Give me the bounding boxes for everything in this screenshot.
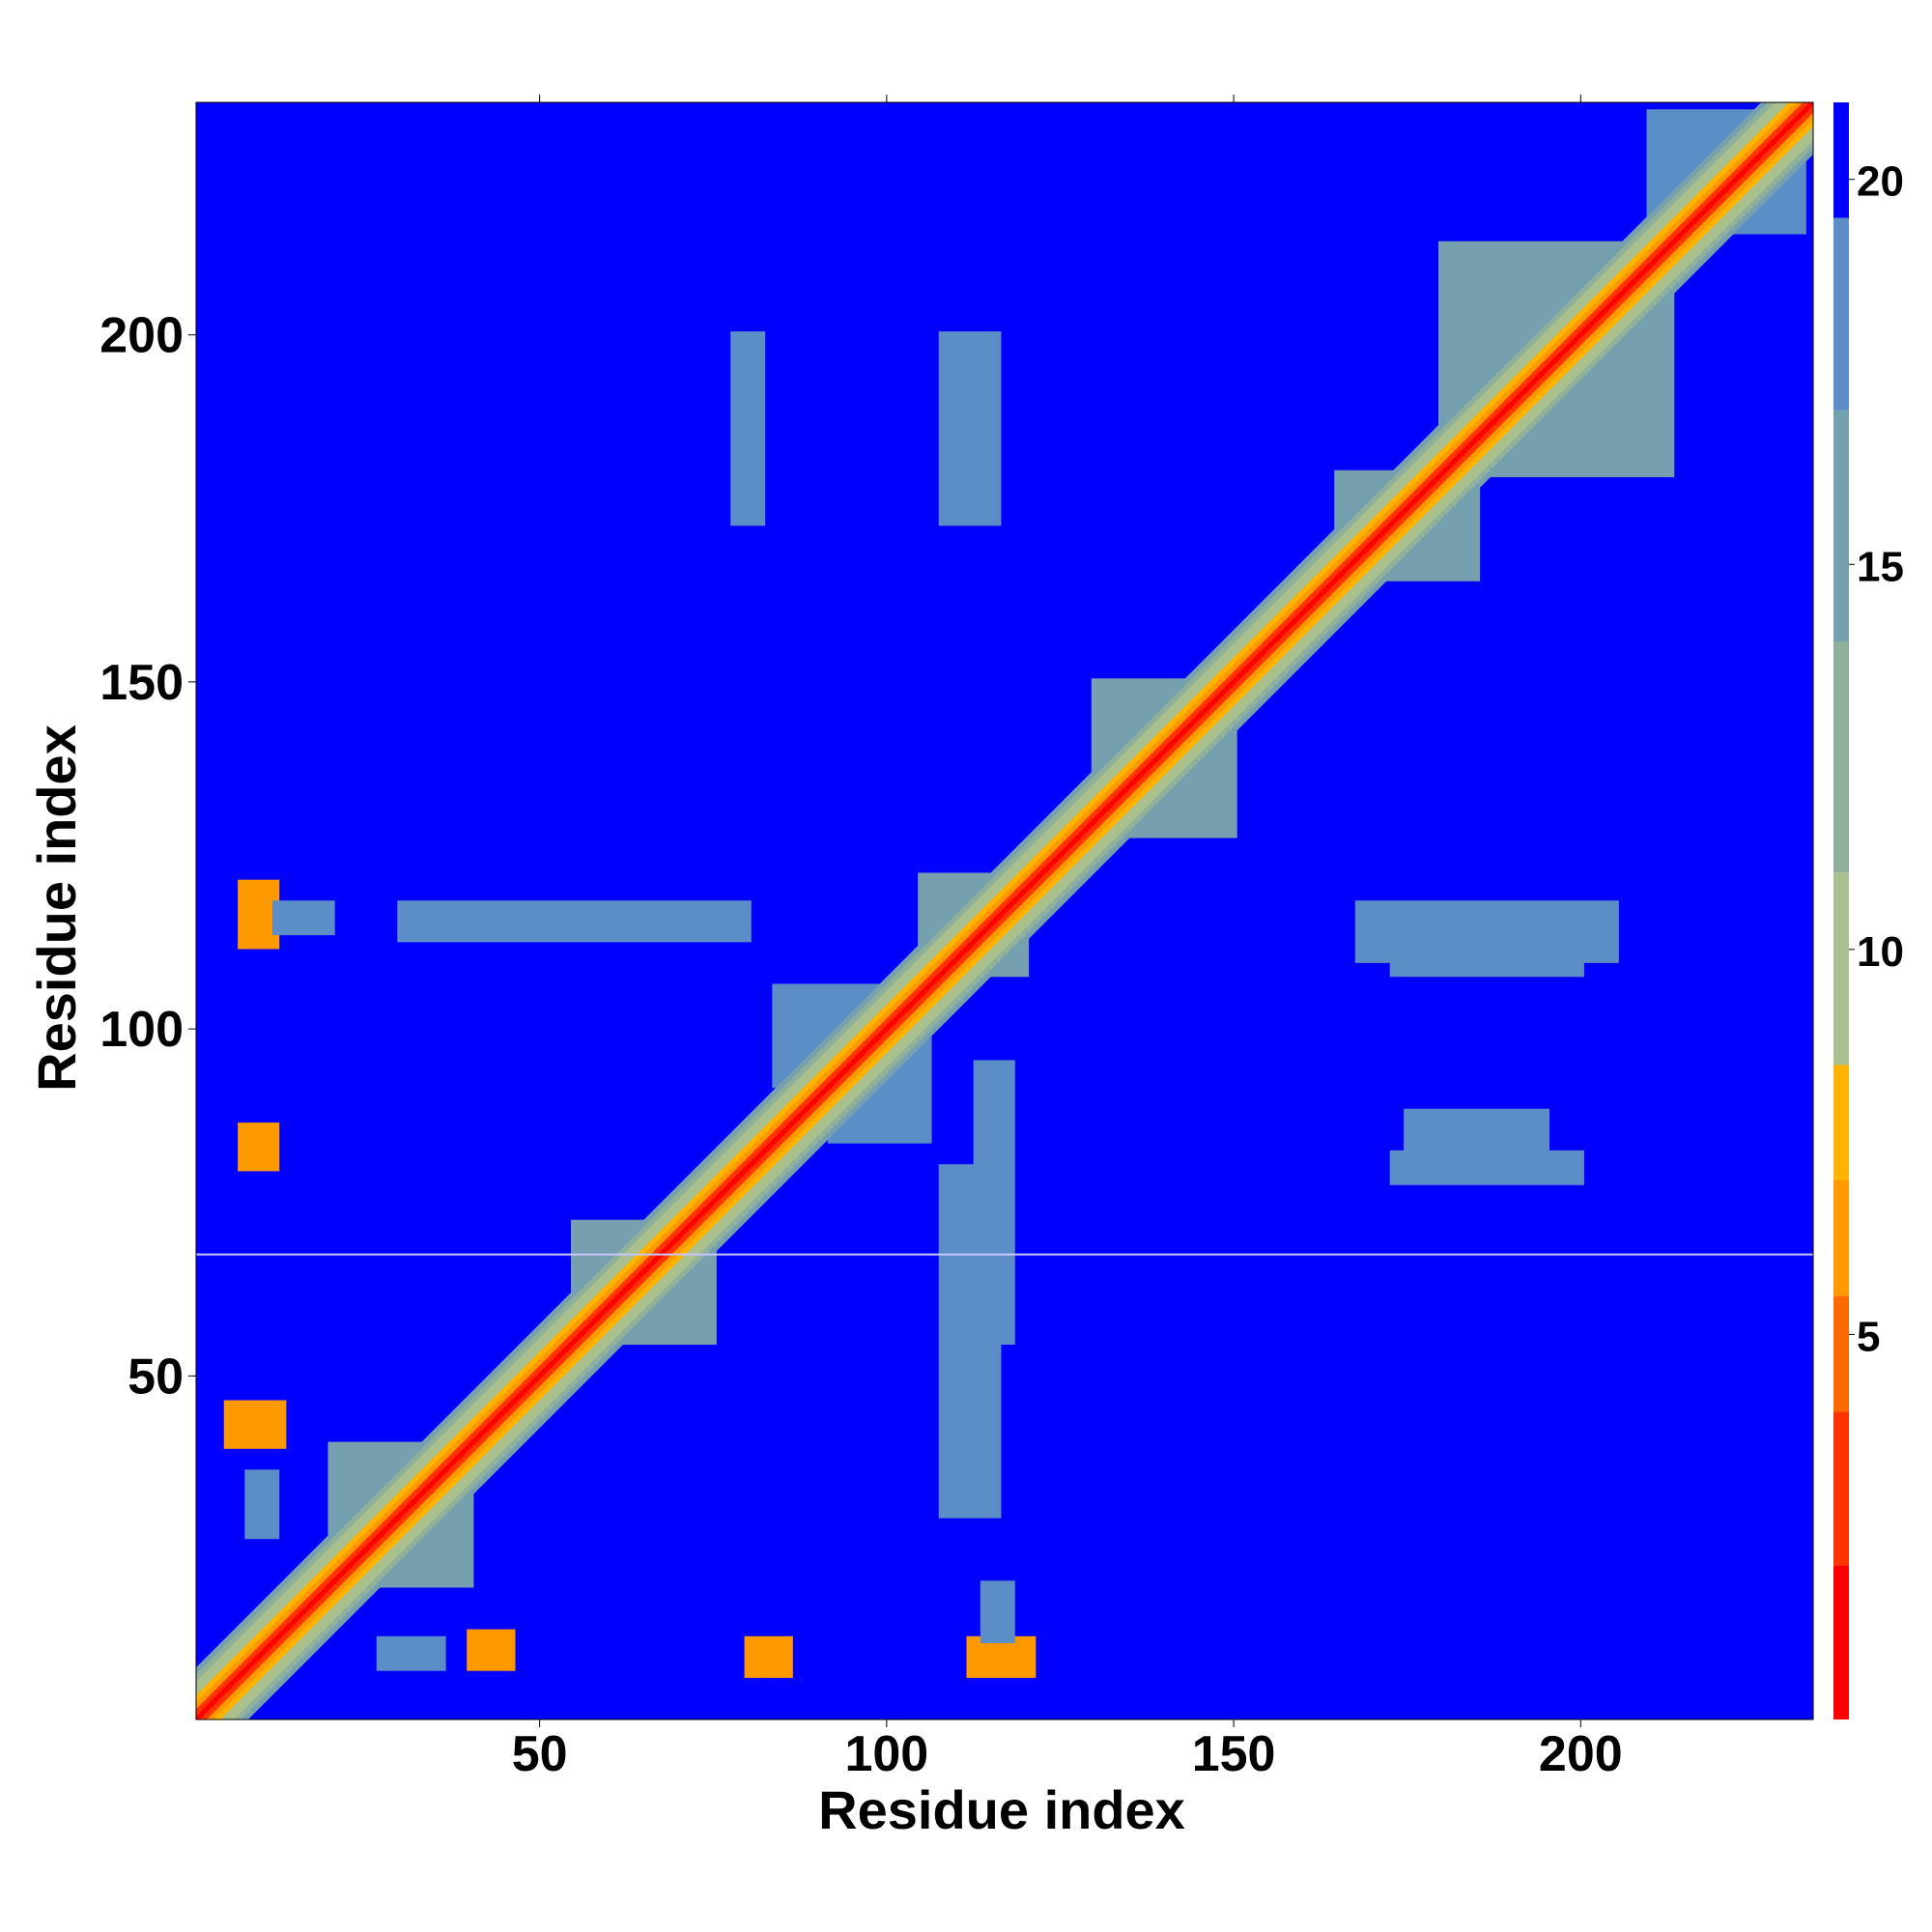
colorbar-tick-label: 5 <box>1857 1313 1880 1360</box>
colorbar-segment <box>1833 410 1849 641</box>
colorbar-segment <box>1833 102 1849 218</box>
x-ticks: 50 100 150 200 <box>512 95 1623 1782</box>
y-tick-label: 50 <box>128 1349 184 1405</box>
x-axis-title: Residue index <box>818 1779 1185 1840</box>
contact-patch <box>223 1400 287 1449</box>
colorbar-segment <box>1833 1411 1849 1566</box>
colorbar-tick-label: 15 <box>1857 543 1904 590</box>
x-tick-label: 200 <box>1539 1726 1623 1782</box>
colorbar-segment <box>1833 217 1849 411</box>
x-tick-label: 150 <box>1192 1726 1276 1782</box>
contact-patch <box>1354 900 1619 963</box>
heatmap-cells <box>196 102 1813 1719</box>
colorbar-tick-label: 20 <box>1857 158 1904 206</box>
contact-patch <box>744 1635 793 1678</box>
contact-patch <box>1404 1108 1549 1158</box>
contact-patch <box>966 1635 1037 1678</box>
contact-patch <box>397 900 752 943</box>
y-axis-title: Residue index <box>26 724 87 1092</box>
contact-patch <box>938 331 1002 526</box>
contact-patch <box>376 1635 446 1671</box>
colorbar-segment <box>1833 1295 1849 1412</box>
colorbar-segment <box>1833 1565 1849 1719</box>
y-tick-label: 150 <box>99 655 184 711</box>
diagonal-band <box>196 102 1813 1719</box>
y-tick-label: 200 <box>99 308 184 364</box>
y-tick-label: 100 <box>99 1002 184 1058</box>
x-tick-label: 50 <box>512 1726 568 1782</box>
contact-patch <box>938 1164 1002 1519</box>
contact-patch <box>272 900 335 936</box>
x-tick-label: 100 <box>844 1726 928 1782</box>
contact-patch <box>467 1629 516 1671</box>
contact-patch <box>980 1580 1015 1643</box>
colorbar-segment <box>1833 872 1849 1065</box>
contact-patch <box>238 1122 280 1172</box>
colorbar-segment <box>1833 641 1849 873</box>
y-ticks: 50 100 150 200 <box>99 308 196 1405</box>
contact-patch <box>244 1469 280 1540</box>
colorbar-ticks: 5 10 15 20 <box>1849 158 1904 1360</box>
plot-frame <box>195 101 1814 1720</box>
contact-patch <box>730 331 766 526</box>
colorbar-segment <box>1833 1065 1849 1180</box>
colorbar <box>1833 102 1849 1719</box>
colorbar-segment <box>1833 1180 1849 1296</box>
colorbar-tick-label: 10 <box>1857 928 1904 976</box>
